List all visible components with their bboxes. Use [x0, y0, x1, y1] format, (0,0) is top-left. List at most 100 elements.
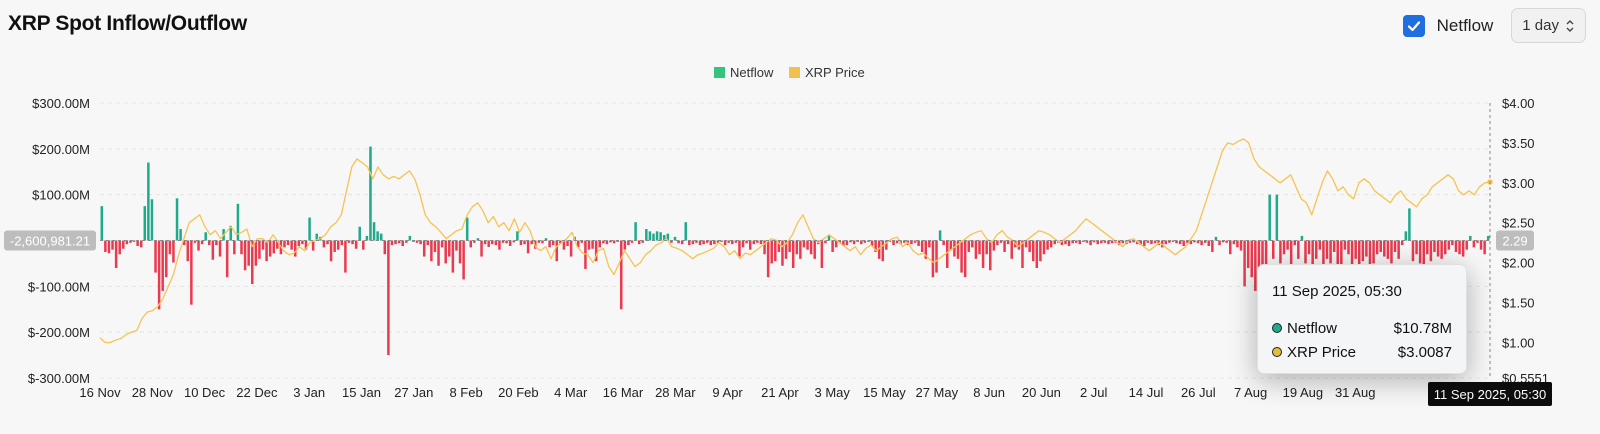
x-tick-label: 15 May	[863, 385, 906, 400]
netflow-bar	[920, 240, 924, 252]
netflow-bar	[1246, 240, 1250, 268]
netflow-bar	[1132, 240, 1135, 243]
netflow-bar	[344, 240, 347, 273]
netflow-bar	[938, 230, 942, 241]
interval-select[interactable]: 1 day	[1511, 8, 1586, 43]
netflow-bar	[727, 240, 730, 243]
netflow-bar	[541, 240, 544, 244]
netflow-bar	[243, 240, 247, 271]
netflow-bar	[849, 240, 852, 243]
netflow-bar	[272, 240, 276, 254]
netflow-bar	[100, 206, 104, 241]
netflow-bar	[1272, 240, 1275, 259]
netflow-bar	[326, 240, 329, 245]
netflow-bar	[759, 240, 763, 245]
netflow-bar	[523, 240, 526, 245]
netflow-bar	[1268, 194, 1271, 241]
x-tick-label: 8 Feb	[449, 385, 482, 400]
netflow-bar	[1372, 240, 1375, 264]
netflow-bar	[691, 240, 695, 245]
netflow-bar	[741, 240, 745, 248]
netflow-bar	[630, 240, 634, 243]
netflow-bar	[824, 240, 827, 244]
netflow-bar	[1254, 240, 1257, 291]
netflow-bar	[276, 240, 279, 249]
netflow-bar	[777, 240, 781, 252]
netflow-bar	[1282, 240, 1286, 255]
netflow-bar	[444, 240, 447, 264]
netflow-checkbox[interactable]	[1402, 14, 1425, 37]
netflow-bar	[251, 240, 254, 285]
netflow-bar	[1046, 240, 1049, 250]
netflow-bar	[132, 240, 136, 242]
netflow-bar	[619, 240, 623, 310]
netflow-bar	[1074, 240, 1078, 243]
tooltip-price-value: $3.0087	[1397, 343, 1452, 361]
x-tick-label: 21 Apr	[761, 385, 799, 400]
netflow-bar	[881, 240, 885, 262]
netflow-bar	[1275, 194, 1279, 241]
netflow-bar	[240, 240, 243, 255]
netflow-bar	[297, 240, 301, 246]
netflow-bar	[190, 240, 193, 305]
netflow-bar	[1171, 240, 1175, 242]
netflow-bar	[1472, 240, 1476, 248]
netflow-bar	[1121, 240, 1125, 244]
netflow-bar	[827, 235, 831, 241]
netflow-bar	[745, 240, 748, 244]
netflow-bar	[842, 240, 845, 246]
netflow-bar	[200, 240, 204, 245]
netflow-bar	[734, 240, 738, 243]
netflow-bar	[1318, 240, 1322, 250]
netflow-bar	[1279, 240, 1282, 264]
netflow-bar	[258, 240, 261, 259]
netflow-bar	[1082, 240, 1085, 242]
netflow-bar	[1297, 240, 1300, 259]
x-tick-label: 7 Aug	[1234, 385, 1267, 400]
netflow-bar	[1293, 240, 1297, 246]
netflow-bar	[1186, 240, 1189, 243]
left-tick-label: $-100.00M	[28, 279, 90, 294]
netflow-bar	[139, 240, 143, 248]
netflow-bar	[748, 240, 752, 250]
netflow-bar	[336, 240, 340, 250]
x-tick-label: 20 Feb	[498, 385, 538, 400]
netflow-bar	[1178, 240, 1182, 245]
netflow-bar	[394, 240, 397, 245]
netflow-bar	[892, 240, 895, 246]
netflow-bar	[845, 240, 849, 246]
legend-swatch	[714, 67, 725, 78]
x-tick-label: 27 Jan	[394, 385, 433, 400]
netflow-bar	[648, 231, 652, 241]
netflow-bar	[405, 240, 408, 243]
netflow-bar	[1236, 240, 1239, 248]
netflow-bar	[526, 240, 530, 254]
netflow-bar	[448, 240, 451, 257]
netflow-bar	[236, 203, 240, 241]
netflow-bar	[1053, 240, 1056, 245]
netflow-bar	[774, 240, 777, 262]
netflow-bar	[1483, 240, 1486, 255]
netflow-bar	[874, 240, 877, 252]
netflow-bar	[996, 240, 999, 246]
netflow-bar	[974, 240, 978, 259]
netflow-bar	[1211, 240, 1214, 252]
netflow-bar	[1314, 240, 1318, 259]
netflow-bar	[1229, 240, 1232, 255]
netflow-bar	[211, 240, 215, 260]
netflow-bar	[1357, 240, 1361, 282]
netflow-bar	[1078, 240, 1082, 245]
netflow-bar	[551, 240, 555, 246]
netflow-bar	[709, 240, 713, 246]
netflow-bar	[408, 235, 412, 241]
netflow-bar	[193, 240, 197, 243]
netflow-bar	[1336, 240, 1339, 278]
x-tick-label: 14 Jul	[1129, 385, 1164, 400]
netflow-bar	[197, 240, 200, 251]
netflow-bar	[931, 240, 935, 278]
netflow-bar	[1386, 240, 1390, 259]
netflow-bar	[1006, 240, 1010, 245]
crosshair: -2,600,981.21 2.29 11 Sep 2025, 05:30	[4, 103, 1552, 406]
netflow-toggle[interactable]: Netflow	[1402, 14, 1493, 37]
